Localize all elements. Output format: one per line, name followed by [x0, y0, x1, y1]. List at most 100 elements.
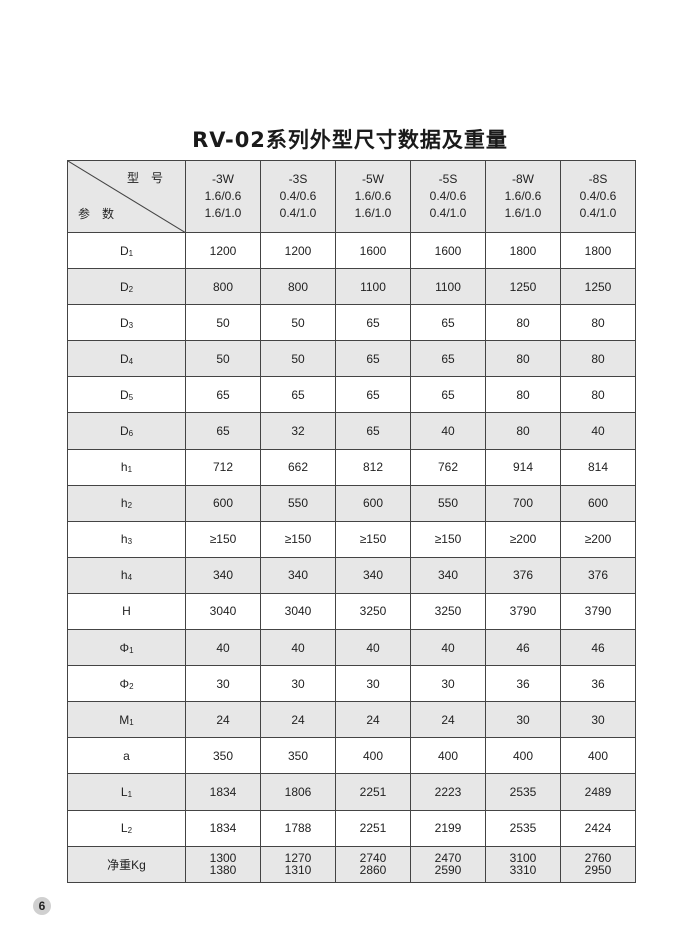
value-cell: 30 — [410, 665, 486, 703]
param-name: D — [119, 351, 129, 366]
weight-value: 2950 — [584, 863, 612, 878]
value-cell: ≥150 — [185, 520, 261, 558]
value-cell: 65 — [185, 412, 261, 450]
param-name: a — [123, 748, 130, 763]
table-row: D3 50 50 65 65 80 80 — [67, 304, 636, 342]
param-name: h — [120, 568, 128, 583]
value-cell: 80 — [485, 340, 561, 378]
model-model: -8S — [588, 172, 608, 186]
table-row: D5 65 65 65 65 80 80 — [67, 376, 636, 414]
param-name: h — [120, 532, 128, 547]
value-cell: 350 — [260, 737, 336, 775]
param-cell: h2 — [67, 484, 186, 522]
value-cell: 1788 — [260, 809, 336, 847]
value-cell: 36 — [485, 665, 561, 703]
param-subscript: 3 — [127, 537, 133, 547]
param-cell: H — [67, 592, 186, 631]
value-cell: 400 — [560, 737, 636, 775]
value-cell: 550 — [260, 484, 336, 522]
model-label: 型号 — [126, 171, 175, 185]
value-cell: 1250 — [485, 268, 561, 306]
value-cell: 24 — [185, 701, 261, 739]
value-cell: 46 — [485, 629, 561, 667]
value-cell: 80 — [485, 304, 561, 342]
value-cell: 40 — [410, 629, 486, 667]
table-row: h1 712 662 812 762 914 814 — [67, 448, 636, 486]
value-cell: 3790 — [485, 592, 561, 631]
value-cell: 1600 — [410, 231, 486, 270]
table-row: Φ2 30 30 30 30 36 36 — [67, 665, 636, 703]
value-cell: 800 — [185, 268, 261, 306]
param-cell: L1 — [67, 773, 186, 811]
value-cell: 3040 — [260, 592, 336, 631]
weight-cell: 2470 2590 — [410, 845, 486, 883]
value-cell: 812 — [335, 448, 411, 486]
value-cell: 350 — [185, 737, 261, 775]
model-p1: 0.4/0.6 — [579, 189, 617, 203]
model-p2: 1.6/1.0 — [204, 206, 242, 220]
table-row: D6 65 32 65 40 80 40 — [67, 412, 636, 450]
param-cell: a — [67, 737, 186, 775]
value-cell: 40 — [260, 629, 336, 667]
weight-value: 3100 — [509, 851, 537, 866]
param-subscript: 4 — [127, 573, 133, 583]
model-header-cell: -3S 0.4/0.6 0.4/1.0 — [260, 160, 336, 233]
value-cell: 400 — [410, 737, 486, 775]
value-cell: 30 — [485, 701, 561, 739]
param-name: D — [119, 279, 129, 294]
model-p2: 0.4/1.0 — [279, 206, 317, 220]
value-cell: 3790 — [560, 592, 636, 631]
table-header-row: 型号 参数 -3W 1.6/0.6 1.6/1.0 -3S 0.4/0.6 0.4/1.0… — [67, 160, 636, 233]
value-cell: 2535 — [485, 773, 561, 811]
value-cell: 50 — [185, 304, 261, 342]
param-subscript: 6 — [128, 429, 134, 439]
param-cell: D2 — [67, 268, 186, 306]
param-cell: D5 — [67, 376, 186, 414]
model-p2: 0.4/1.0 — [429, 206, 467, 220]
param-subscript: 1 — [129, 717, 134, 727]
value-cell: 80 — [560, 376, 636, 414]
param-name: H — [122, 604, 131, 619]
param-subscript: 2 — [128, 284, 134, 294]
value-cell: 80 — [485, 412, 561, 450]
model-header-cell: -5W 1.6/0.6 1.6/1.0 — [335, 160, 411, 233]
value-cell: 24 — [260, 701, 336, 739]
value-cell: 3250 — [335, 592, 411, 631]
page-number: 6 — [33, 897, 51, 915]
param-subscript: 2 — [127, 826, 133, 836]
value-cell: 340 — [185, 556, 261, 594]
weight-value: 1300 — [209, 851, 237, 866]
param-subscript: 1 — [127, 465, 133, 475]
value-cell: 65 — [185, 376, 261, 414]
value-cell: 40 — [185, 629, 261, 667]
value-cell: 65 — [335, 304, 411, 342]
param-subscript: 5 — [128, 392, 134, 402]
value-cell: 40 — [410, 412, 486, 450]
value-cell: 80 — [485, 376, 561, 414]
weight-value: 1310 — [284, 863, 312, 878]
value-cell: 340 — [410, 556, 486, 594]
param-name: Φ — [119, 640, 130, 655]
value-cell: 50 — [185, 340, 261, 378]
value-cell: 376 — [485, 556, 561, 594]
value-cell: 36 — [560, 665, 636, 703]
param-cell: h4 — [67, 556, 186, 594]
value-cell: 700 — [485, 484, 561, 522]
table-row: H 3040 3040 3250 3250 3790 3790 — [67, 592, 636, 631]
model-p2: 0.4/1.0 — [579, 206, 617, 220]
value-cell: 814 — [560, 448, 636, 486]
param-cell: h3 — [67, 520, 186, 558]
model-p1: 0.4/0.6 — [279, 189, 317, 203]
model-header-cell: -8S 0.4/0.6 0.4/1.0 — [560, 160, 636, 233]
value-cell: ≥150 — [335, 520, 411, 558]
value-cell: 2489 — [560, 773, 636, 811]
param-cell: D1 — [67, 231, 186, 270]
value-cell: 65 — [410, 340, 486, 378]
value-cell: 24 — [410, 701, 486, 739]
param-name: D — [119, 243, 129, 258]
value-cell: 340 — [260, 556, 336, 594]
value-cell: 30 — [335, 665, 411, 703]
corner-header-cell: 型号 参数 — [67, 160, 186, 233]
param-subscript: 2 — [129, 681, 134, 691]
weight-cell: 2740 2860 — [335, 845, 411, 883]
